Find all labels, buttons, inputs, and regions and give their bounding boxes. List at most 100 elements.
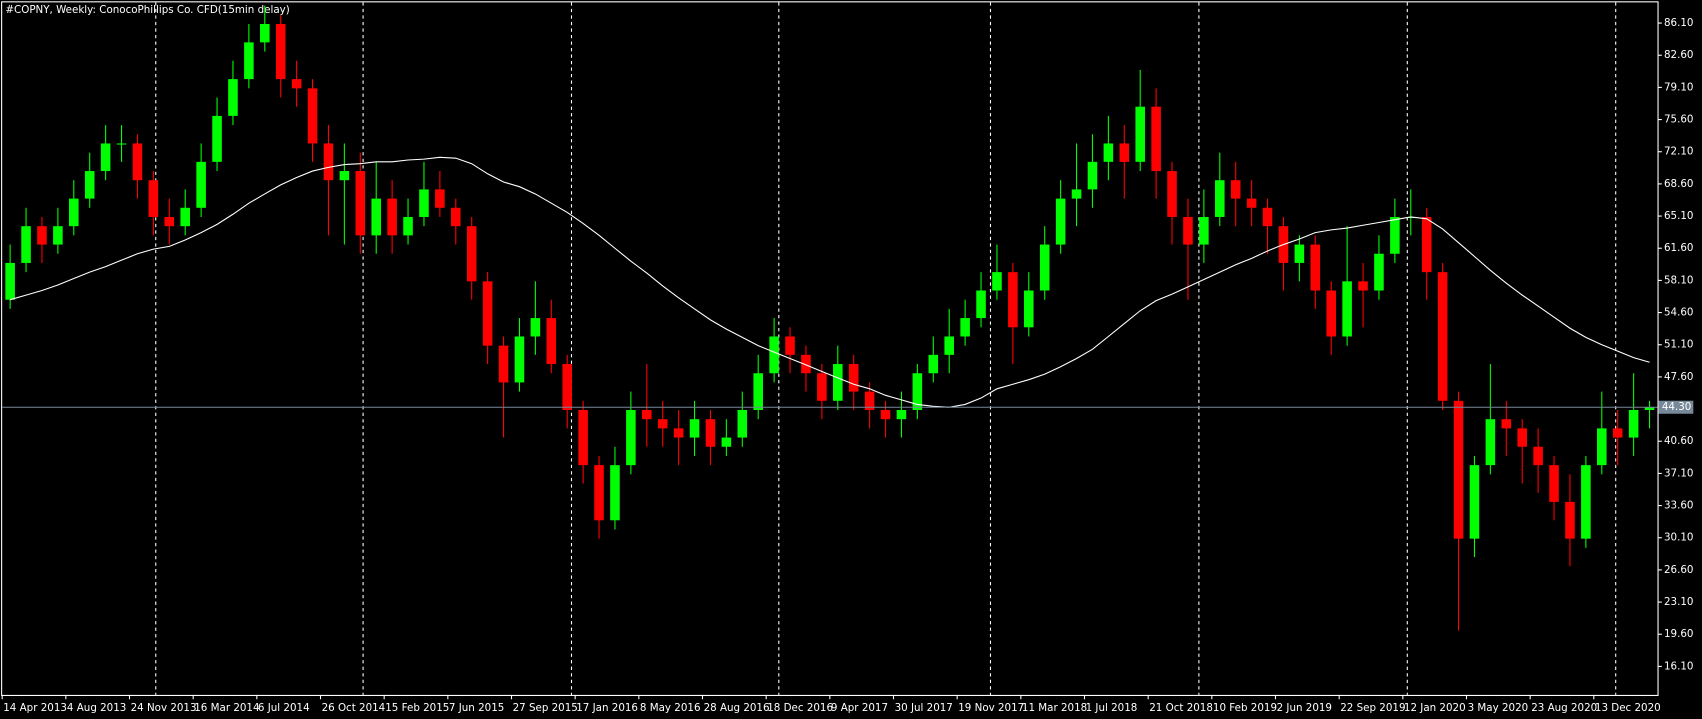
candle-body [84, 171, 95, 199]
candle-body [1421, 216, 1432, 273]
candle-body [864, 391, 875, 410]
y-tick-label: 37.10 [1664, 467, 1693, 479]
candle-body [244, 42, 254, 80]
candle-body [5, 262, 15, 300]
candle-body [1597, 428, 1607, 466]
candle-body [1549, 465, 1559, 502]
candle-body [673, 428, 684, 438]
x-tick-label: 2 Jun 2019 [1277, 702, 1332, 714]
candle-body [848, 364, 859, 392]
candle-body [578, 409, 588, 466]
x-tick-label: 11 Mar 2018 [1022, 702, 1087, 714]
candle-body [339, 171, 350, 181]
candle-body [371, 198, 381, 236]
y-tick-label: 40.60 [1664, 435, 1693, 447]
candle-body [498, 345, 509, 383]
y-tick-label: 65.10 [1664, 210, 1693, 222]
candle-body [1565, 501, 1575, 539]
price-label-box [1658, 400, 1694, 414]
candle-body [928, 354, 939, 374]
candle-body [196, 161, 206, 208]
x-tick-label: 8 May 2016 [640, 702, 701, 714]
candle-body [323, 143, 334, 181]
candle-body [1390, 216, 1400, 254]
x-tick-label: 4 Aug 2013 [67, 702, 126, 714]
candle-body [1612, 428, 1623, 438]
candle-body [1453, 400, 1464, 539]
x-tick-label: 6 Jul 2014 [258, 702, 310, 714]
candle-body [880, 409, 891, 420]
candle-body [562, 364, 572, 410]
candle-body [21, 226, 31, 263]
candle-body [148, 180, 159, 217]
candle-body [1628, 409, 1639, 438]
y-tick-label: 19.60 [1664, 628, 1693, 640]
y-tick-label: 16.10 [1664, 660, 1693, 672]
candle-body [514, 336, 525, 383]
candle-body [689, 419, 700, 438]
candle-body [737, 409, 748, 438]
x-tick-label: 23 Aug 2020 [1531, 702, 1597, 714]
candle-body [387, 198, 397, 236]
candle-body [1581, 465, 1591, 539]
candle-body [1055, 198, 1066, 245]
x-tick-label: 17 Jan 2016 [576, 702, 638, 714]
candle-body [896, 409, 907, 420]
candle-body [132, 143, 143, 181]
candle-body [944, 336, 954, 355]
x-tick-label: 19 Nov 2017 [958, 702, 1024, 714]
x-tick-label: 3 May 2020 [1468, 702, 1529, 714]
candle-body [1151, 106, 1161, 172]
candle-body [610, 465, 620, 521]
x-tick-label: 27 Sep 2015 [513, 702, 578, 714]
candle-body [212, 115, 222, 162]
candle-body [451, 207, 461, 227]
x-tick-label: 26 Oct 2014 [322, 702, 386, 714]
candle-body [1039, 244, 1050, 291]
candle-body [960, 318, 970, 337]
candle-body [482, 281, 493, 346]
candle-body [1501, 419, 1512, 429]
candle-body [992, 272, 1002, 291]
candle-body [1644, 407, 1655, 410]
candle-body [1167, 171, 1177, 217]
candle-body [1310, 244, 1321, 291]
candle-body [1533, 446, 1543, 466]
candle-body [785, 336, 795, 355]
candle-body [642, 409, 652, 420]
candle-body [657, 419, 668, 429]
candle-body [291, 79, 302, 89]
candle-body [1103, 143, 1114, 162]
x-tick-label: 22 Sep 2019 [1340, 702, 1405, 714]
candle-body [976, 290, 986, 319]
moving-average [9, 156, 1650, 408]
x-tick-label: 14 Apr 2013 [3, 702, 67, 714]
y-tick-label: 26.60 [1664, 564, 1693, 576]
candle-body [100, 143, 111, 172]
candle-body [1008, 272, 1018, 328]
x-tick-label: 9 Apr 2017 [831, 702, 888, 714]
candle-body [1246, 198, 1257, 208]
x-tick-label: 7 Jun 2015 [449, 702, 504, 714]
candle-body [817, 373, 827, 401]
candle-body [833, 364, 843, 401]
y-tick-label: 75.60 [1664, 114, 1693, 126]
y-tick-label: 61.60 [1664, 242, 1693, 254]
candle-body [228, 79, 238, 116]
x-tick-label: 30 Jul 2017 [895, 702, 953, 714]
y-tick-label: 82.60 [1664, 49, 1693, 61]
candle-body [1294, 244, 1305, 263]
candle-body [435, 189, 445, 208]
candle-body [307, 88, 318, 144]
y-tick-label: 30.10 [1664, 532, 1693, 544]
x-tick-label: 28 Aug 2016 [704, 702, 770, 714]
candle-body [1087, 161, 1098, 190]
candle-body [530, 318, 541, 337]
x-tick-label: 10 Feb 2019 [1213, 702, 1277, 714]
candle-body [116, 143, 127, 145]
candle-body [721, 437, 732, 447]
price-label: 44.30 [1662, 401, 1691, 413]
x-tick-label: 24 Nov 2013 [131, 702, 197, 714]
candle-body [164, 216, 175, 227]
